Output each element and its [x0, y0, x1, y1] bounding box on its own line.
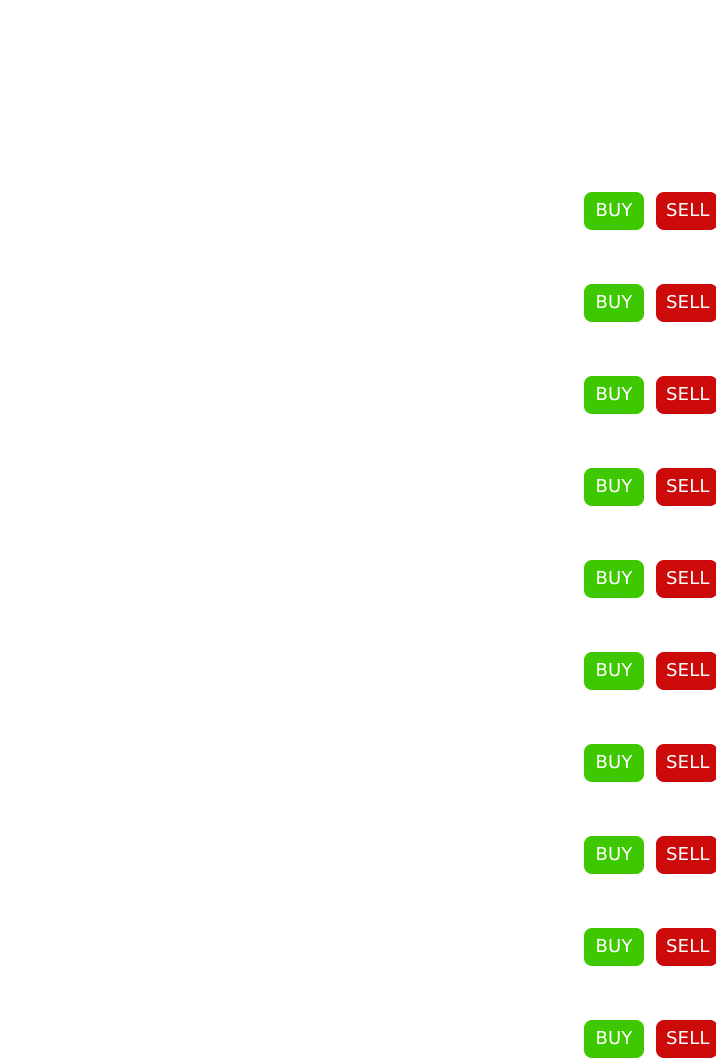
sell-button[interactable]: SELL [656, 928, 716, 966]
buy-button[interactable]: BUY [584, 1020, 644, 1058]
buy-button[interactable]: BUY [584, 284, 644, 322]
trade-row: BUY SELL [584, 376, 716, 414]
trade-row: BUY SELL [584, 192, 716, 230]
sell-button[interactable]: SELL [656, 468, 716, 506]
buy-button[interactable]: BUY [584, 652, 644, 690]
sell-button[interactable]: SELL [656, 1020, 716, 1058]
buy-button[interactable]: BUY [584, 928, 644, 966]
trade-row: BUY SELL [584, 560, 716, 598]
sell-button[interactable]: SELL [656, 744, 716, 782]
trade-row: BUY SELL [584, 836, 716, 874]
trade-row: BUY SELL [584, 1020, 716, 1058]
buy-button[interactable]: BUY [584, 744, 644, 782]
sell-button[interactable]: SELL [656, 192, 716, 230]
buy-button[interactable]: BUY [584, 836, 644, 874]
sell-button[interactable]: SELL [656, 560, 716, 598]
buy-button[interactable]: BUY [584, 560, 644, 598]
sell-button[interactable]: SELL [656, 284, 716, 322]
buy-button[interactable]: BUY [584, 376, 644, 414]
trade-row: BUY SELL [584, 928, 716, 966]
trade-row: BUY SELL [584, 284, 716, 322]
sell-button[interactable]: SELL [656, 376, 716, 414]
buy-button[interactable]: BUY [584, 468, 644, 506]
buy-button[interactable]: BUY [584, 192, 644, 230]
trade-row: BUY SELL [584, 652, 716, 690]
trade-row: BUY SELL [584, 468, 716, 506]
sell-button[interactable]: SELL [656, 652, 716, 690]
trade-row: BUY SELL [584, 744, 716, 782]
sell-button[interactable]: SELL [656, 836, 716, 874]
